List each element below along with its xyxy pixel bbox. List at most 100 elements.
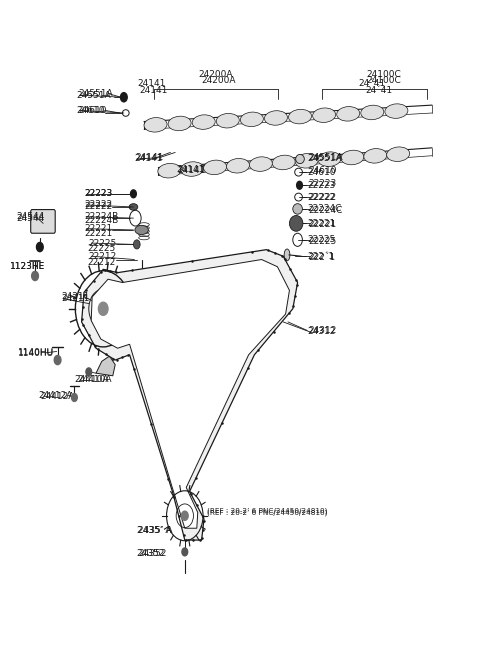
Text: 24551A: 24551A	[78, 89, 113, 99]
Text: 2435’ A: 2435’ A	[137, 526, 171, 535]
Circle shape	[181, 511, 188, 520]
Circle shape	[182, 548, 188, 556]
Text: 22223: 22223	[84, 189, 112, 198]
Text: 24412A: 24412A	[38, 391, 73, 400]
Ellipse shape	[168, 116, 191, 131]
Circle shape	[120, 93, 127, 102]
Text: 22225: 22225	[307, 235, 336, 244]
Text: 22222: 22222	[308, 193, 336, 202]
Circle shape	[32, 271, 38, 281]
Text: 22225: 22225	[89, 238, 117, 248]
Ellipse shape	[284, 249, 290, 261]
Text: 22221: 22221	[307, 219, 336, 228]
Text: 1140HU: 1140HU	[18, 348, 54, 357]
Ellipse shape	[240, 112, 264, 127]
Text: 222´1: 222´1	[307, 252, 335, 261]
Text: 24141: 24141	[177, 165, 205, 174]
Ellipse shape	[318, 152, 341, 166]
Ellipse shape	[385, 104, 408, 118]
Text: 22224B: 22224B	[84, 212, 118, 221]
Text: 1123HE: 1123HE	[10, 261, 45, 271]
Ellipse shape	[387, 147, 410, 162]
Circle shape	[86, 368, 92, 376]
Text: 24544: 24544	[17, 212, 45, 221]
Ellipse shape	[293, 204, 302, 214]
Ellipse shape	[216, 114, 240, 128]
Ellipse shape	[295, 154, 318, 168]
Text: 24141: 24141	[134, 154, 163, 164]
Text: 24551A: 24551A	[308, 153, 343, 162]
Text: 22223: 22223	[84, 189, 112, 198]
Text: 24352: 24352	[138, 549, 167, 558]
Text: 24100C: 24100C	[367, 70, 401, 79]
Circle shape	[72, 394, 77, 401]
FancyBboxPatch shape	[31, 210, 55, 233]
Text: 24410A: 24410A	[78, 375, 112, 384]
Text: 24312: 24312	[308, 326, 336, 335]
Circle shape	[98, 302, 108, 315]
Text: 24141: 24141	[135, 153, 164, 162]
Text: 2435’ A: 2435’ A	[138, 526, 173, 535]
Polygon shape	[91, 260, 289, 528]
Polygon shape	[82, 250, 298, 540]
Circle shape	[131, 190, 136, 198]
Text: 22222: 22222	[307, 193, 336, 202]
Ellipse shape	[296, 154, 304, 164]
Text: 24610: 24610	[308, 166, 336, 175]
Text: 24551A: 24551A	[307, 154, 342, 164]
Text: 1123HE: 1123HE	[10, 261, 45, 271]
Text: 22212: 22212	[89, 252, 117, 261]
Text: 22222: 22222	[84, 200, 112, 210]
Text: 22224C: 22224C	[307, 204, 342, 214]
Ellipse shape	[227, 158, 250, 173]
Ellipse shape	[180, 162, 204, 176]
Text: 24610: 24610	[307, 168, 336, 177]
Text: 24141: 24141	[139, 86, 168, 95]
Text: 24200A: 24200A	[201, 76, 236, 85]
Ellipse shape	[129, 204, 138, 210]
Ellipse shape	[312, 108, 336, 122]
Text: 22212: 22212	[87, 258, 116, 267]
Text: 22221: 22221	[84, 224, 112, 233]
Ellipse shape	[288, 109, 312, 124]
Text: 24312: 24312	[307, 327, 336, 336]
Ellipse shape	[289, 215, 303, 231]
Text: 22224C: 22224C	[308, 206, 343, 215]
Ellipse shape	[158, 164, 181, 178]
Text: 24´41: 24´41	[359, 79, 385, 88]
Text: 24200A: 24200A	[199, 70, 233, 79]
Text: 22222: 22222	[84, 202, 112, 212]
Text: 24211: 24211	[61, 294, 90, 304]
Text: 24544: 24544	[17, 214, 45, 223]
Circle shape	[54, 355, 61, 365]
Ellipse shape	[336, 106, 360, 121]
Text: (REF : 20-2’ 6 PNC/24450/24810): (REF : 20-2’ 6 PNC/24450/24810)	[207, 508, 328, 514]
Ellipse shape	[144, 118, 167, 132]
Text: 24412A: 24412A	[41, 392, 75, 401]
Circle shape	[133, 240, 140, 249]
Ellipse shape	[272, 155, 295, 170]
Text: (REF : 20-2’ 6 PNC/24450/24810): (REF : 20-2’ 6 PNC/24450/24810)	[207, 509, 328, 516]
Text: 1140HU: 1140HU	[18, 349, 54, 358]
Text: 222´1: 222´1	[308, 253, 336, 262]
Text: 22225: 22225	[308, 237, 336, 246]
Ellipse shape	[192, 115, 215, 129]
Text: 22221: 22221	[84, 229, 112, 238]
Circle shape	[297, 181, 302, 189]
Text: 24141: 24141	[137, 79, 166, 88]
Text: 24141: 24141	[178, 166, 206, 175]
Text: 24551A: 24551A	[77, 91, 111, 100]
Circle shape	[36, 242, 43, 252]
Text: 24352: 24352	[137, 549, 165, 558]
Text: 24610: 24610	[78, 106, 107, 115]
Ellipse shape	[264, 111, 288, 125]
Text: 22223: 22223	[308, 179, 336, 189]
Text: 24100C: 24100C	[367, 76, 401, 85]
Text: 22225: 22225	[87, 244, 116, 253]
Ellipse shape	[135, 225, 148, 235]
Ellipse shape	[361, 105, 384, 120]
Text: 24610: 24610	[77, 106, 105, 115]
Ellipse shape	[204, 160, 227, 175]
Ellipse shape	[364, 148, 387, 163]
Text: 24´41: 24´41	[366, 86, 393, 95]
